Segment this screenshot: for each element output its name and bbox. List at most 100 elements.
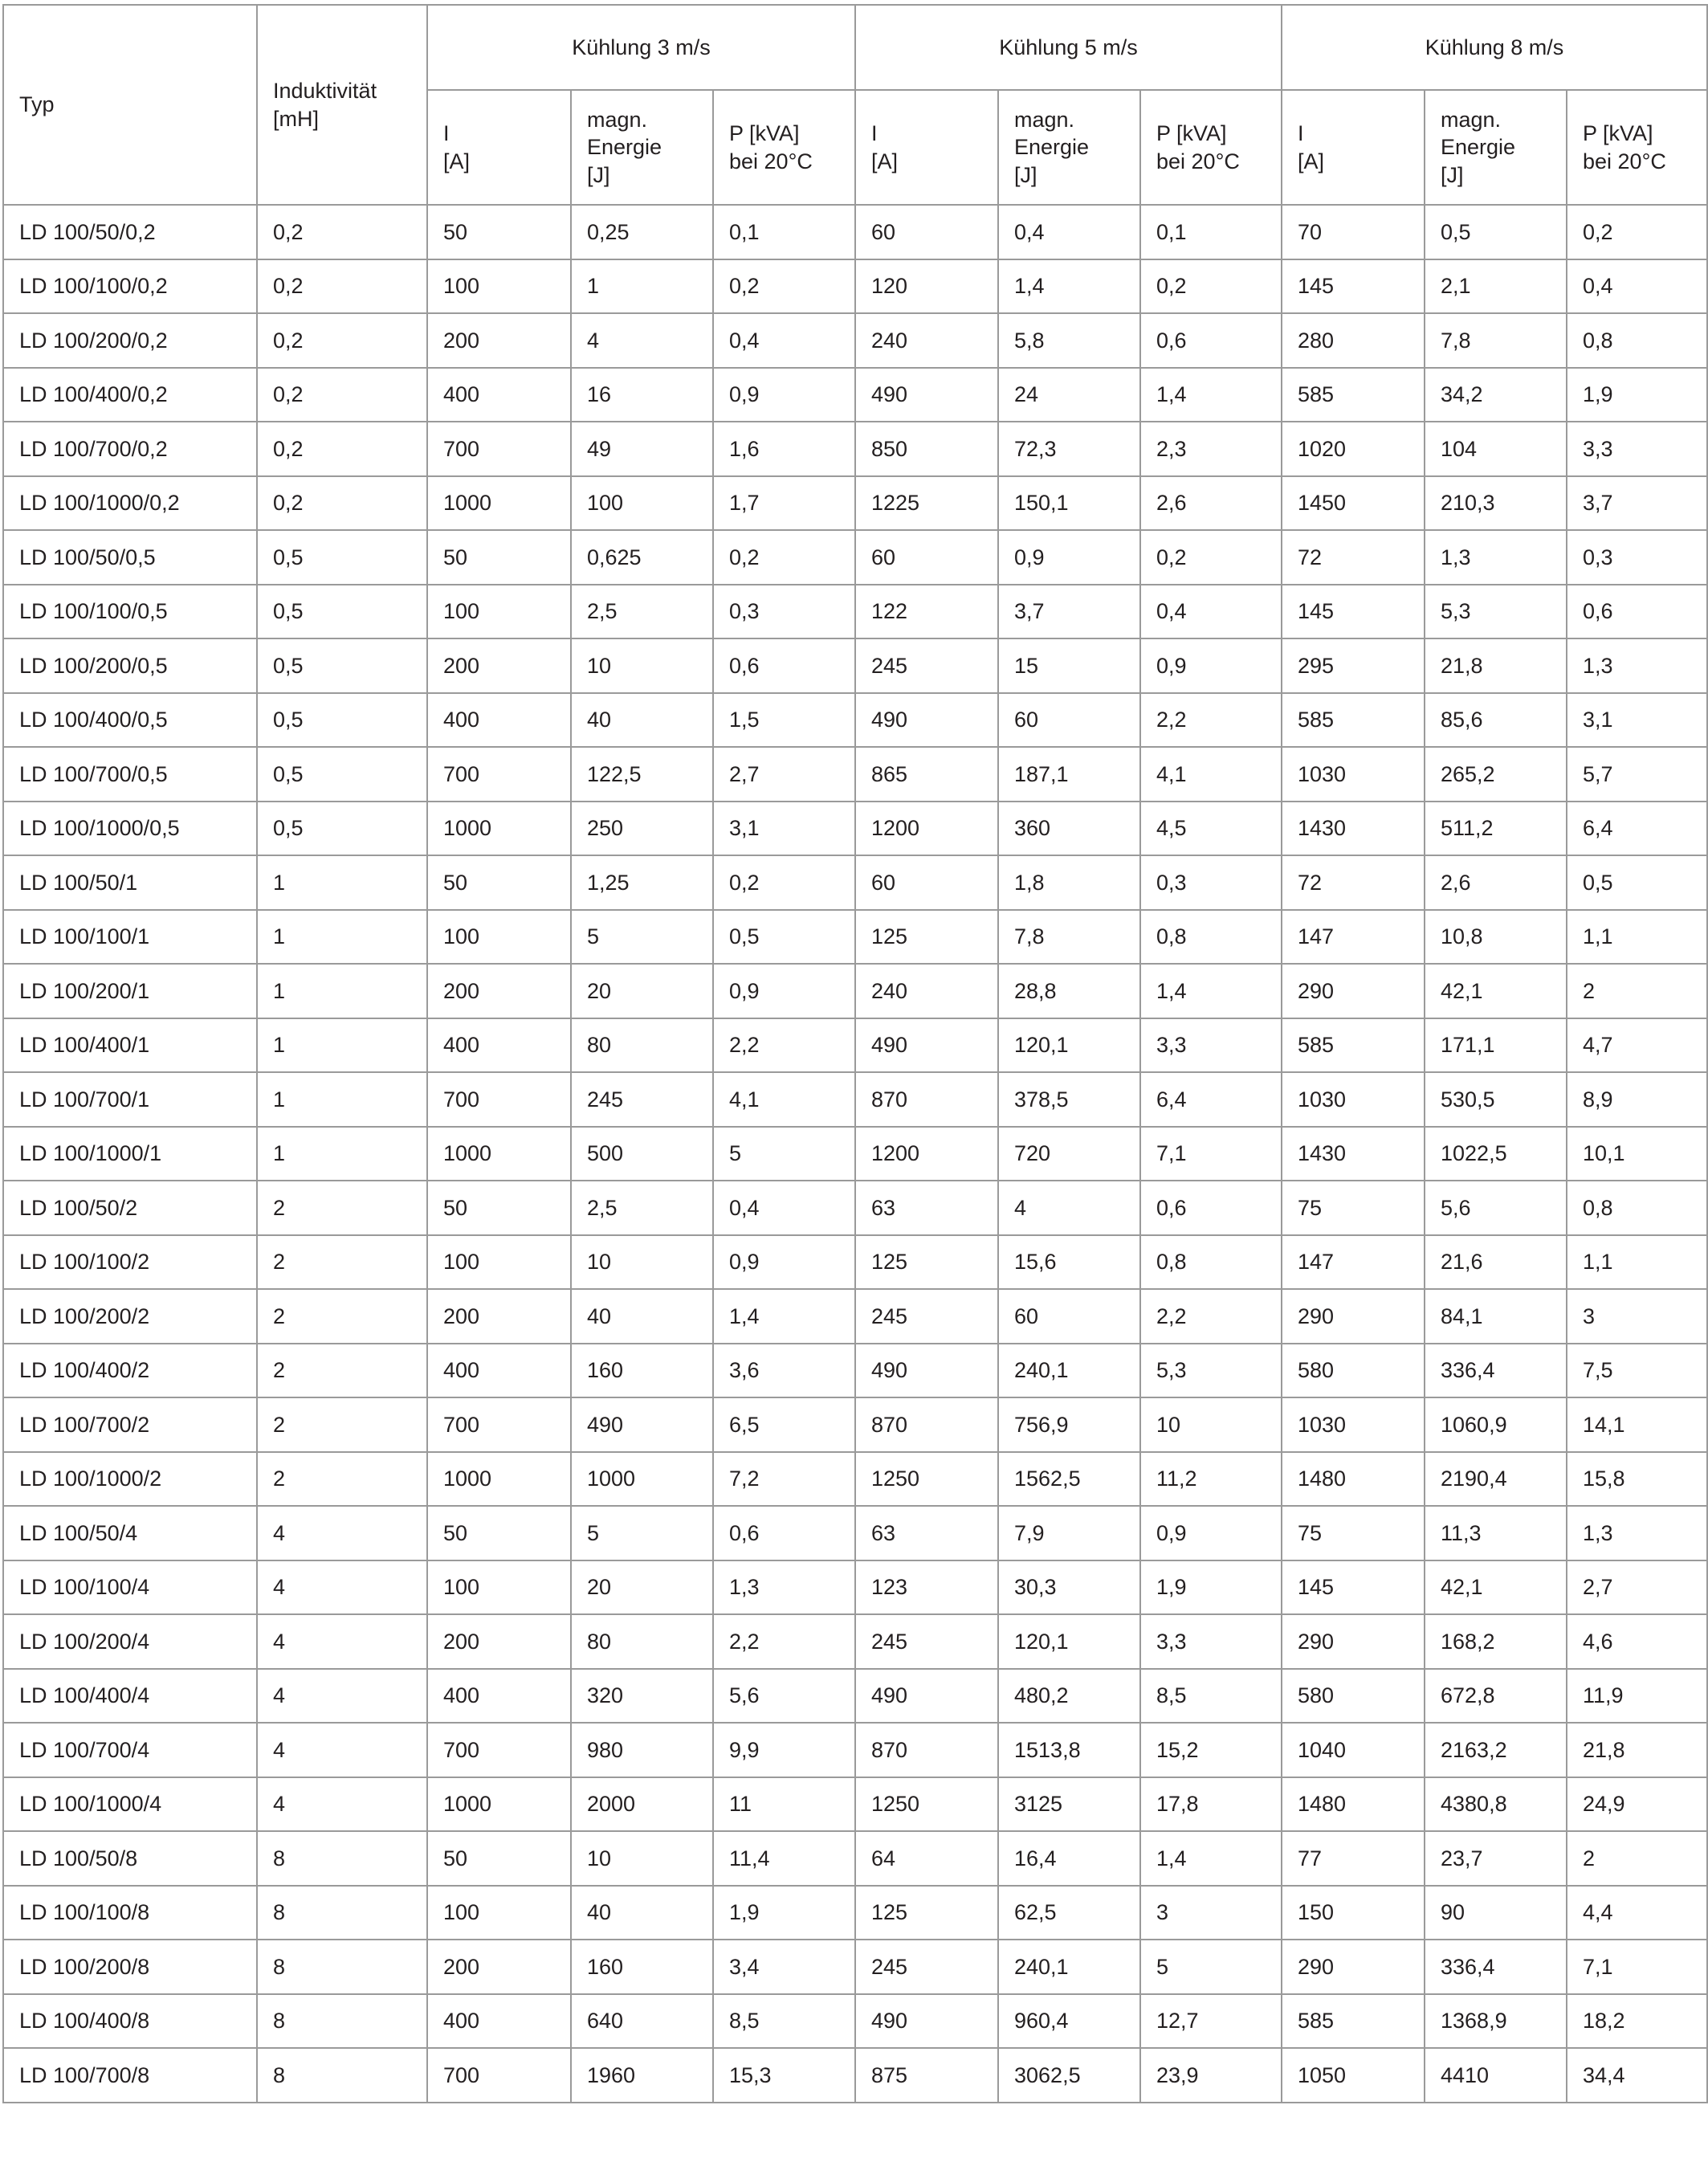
value-cell: 585 — [1281, 366, 1425, 422]
value-cell: 0,2 — [256, 475, 428, 531]
value-cell: 1,5 — [712, 691, 856, 748]
value-cell: 0,2 — [1139, 529, 1282, 585]
value-cell: 125 — [854, 908, 999, 965]
value-cell: 7,8 — [997, 908, 1141, 965]
value-cell: 0,5 — [256, 529, 428, 585]
value-cell: 0,1 — [712, 204, 856, 260]
value-cell: 1480 — [1281, 1450, 1425, 1507]
group-header: Kühlung 8 m/s — [1281, 4, 1708, 91]
value-cell: 145 — [1281, 258, 1425, 314]
value-cell: 62,5 — [997, 1884, 1141, 1940]
value-cell: 0,3 — [1566, 529, 1708, 585]
value-cell: 3,6 — [712, 1342, 856, 1398]
value-cell: 530,5 — [1424, 1071, 1567, 1128]
value-cell: 5,6 — [1424, 1180, 1567, 1236]
table-row: LD 100/700/1 1 700 245 4,1 870 378,5 6,4 1030 530… — [2, 1071, 1708, 1128]
value-cell: 490 — [854, 366, 999, 422]
table-row: LD 100/400/8 8 400 640 8,5 490 960,4 12,7 585 136… — [2, 1993, 1708, 2049]
value-cell: 1060,9 — [1424, 1397, 1567, 1453]
value-cell: 1 — [256, 963, 428, 1019]
value-cell: 60 — [854, 204, 999, 260]
value-cell: 120,1 — [997, 1613, 1141, 1670]
value-cell: 50 — [426, 204, 572, 260]
type-cell: LD 100/50/4 — [2, 1505, 258, 1561]
value-cell: 34,2 — [1424, 366, 1567, 422]
table-row: LD 100/400/4 4 400 320 5,6 490 480,2 8,5 580 672,… — [2, 1667, 1708, 1724]
value-cell: 10,8 — [1424, 908, 1567, 965]
value-cell: 1430 — [1281, 1125, 1425, 1181]
value-cell: 8 — [256, 1830, 428, 1887]
value-cell: 1030 — [1281, 746, 1425, 802]
value-cell: 2 — [256, 1397, 428, 1453]
table-row: LD 100/50/0,5 0,5 50 0,625 0,2 60 0,9 0,2 72 1,3 0… — [2, 529, 1708, 585]
value-cell: 12,7 — [1139, 1993, 1282, 2049]
type-cell: LD 100/1000/1 — [2, 1125, 258, 1181]
value-cell: 1,3 — [712, 1559, 856, 1615]
value-cell: 171,1 — [1424, 1017, 1567, 1073]
value-cell: 2 — [256, 1342, 428, 1398]
value-cell: 2,2 — [1139, 691, 1282, 748]
type-cell: LD 100/50/0,5 — [2, 529, 258, 585]
type-cell: LD 100/100/1 — [2, 908, 258, 965]
value-cell: 187,1 — [997, 746, 1141, 802]
value-cell: 3,3 — [1139, 1613, 1282, 1670]
value-cell: 4 — [256, 1559, 428, 1615]
value-cell: 700 — [426, 1071, 572, 1128]
value-cell: 150 — [1281, 1884, 1425, 1940]
value-cell: 1,4 — [1139, 963, 1282, 1019]
value-cell: 100 — [426, 1559, 572, 1615]
value-cell: 490 — [854, 691, 999, 748]
value-cell: 80 — [570, 1017, 714, 1073]
value-cell: 145 — [1281, 1559, 1425, 1615]
value-cell: 28,8 — [997, 963, 1141, 1019]
value-cell: 1 — [256, 1017, 428, 1073]
value-cell: 4,1 — [1139, 746, 1282, 802]
table-row: LD 100/400/2 2 400 160 3,6 490 240,1 5,3 580 336,… — [2, 1342, 1708, 1398]
value-cell: 2,6 — [1424, 855, 1567, 911]
value-cell: 40 — [570, 1288, 714, 1344]
value-cell: 50 — [426, 1180, 572, 1236]
value-cell: 500 — [570, 1125, 714, 1181]
value-cell: 6,5 — [712, 1397, 856, 1453]
value-cell: 10,1 — [1566, 1125, 1708, 1181]
value-cell: 4380,8 — [1424, 1776, 1567, 1832]
value-cell: 875 — [854, 2047, 999, 2103]
value-cell: 4 — [570, 312, 714, 369]
group-header: Kühlung 5 m/s — [854, 4, 1282, 91]
value-cell: 0,5 — [712, 908, 856, 965]
type-cell: LD 100/200/8 — [2, 1939, 258, 1995]
type-cell: LD 100/700/4 — [2, 1722, 258, 1778]
value-cell: 1,6 — [712, 421, 856, 477]
type-cell: LD 100/400/0,5 — [2, 691, 258, 748]
value-cell: 15,6 — [997, 1234, 1141, 1290]
value-cell: 4 — [256, 1667, 428, 1724]
value-cell: 21,8 — [1566, 1722, 1708, 1778]
value-cell: 0,2 — [256, 204, 428, 260]
value-cell: 84,1 — [1424, 1288, 1567, 1344]
value-cell: 3 — [1566, 1288, 1708, 1344]
value-cell: 3,1 — [1566, 691, 1708, 748]
value-cell: 20 — [570, 1559, 714, 1615]
value-cell: 5 — [570, 1505, 714, 1561]
value-cell: 3062,5 — [997, 2047, 1141, 2103]
table-row: LD 100/200/2 2 200 40 1,4 245 60 2,2 290 84,1 3 — [2, 1288, 1708, 1344]
value-cell: 245 — [854, 1939, 999, 1995]
table-header: Typ Induktivität [mH] Kühlung 3 m/s Kühlung… — [2, 4, 1708, 206]
subheader-cell: I [A] — [854, 89, 999, 206]
value-cell: 490 — [854, 1017, 999, 1073]
type-cell: LD 100/50/0,2 — [2, 204, 258, 260]
value-cell: 64 — [854, 1830, 999, 1887]
type-cell: LD 100/50/1 — [2, 855, 258, 911]
table-body: LD 100/50/0,2 0,2 50 0,25 0,1 60 0,4 0,1 70 0,5 0,… — [2, 204, 1708, 2103]
value-cell: 250 — [570, 800, 714, 856]
type-cell: LD 100/200/4 — [2, 1613, 258, 1670]
type-cell: LD 100/100/2 — [2, 1234, 258, 1290]
value-cell: 0,5 — [256, 638, 428, 694]
value-cell: 14,1 — [1566, 1397, 1708, 1453]
value-cell: 1,9 — [712, 1884, 856, 1940]
value-cell: 0,2 — [256, 312, 428, 369]
value-cell: 72 — [1281, 529, 1425, 585]
value-cell: 2 — [256, 1234, 428, 1290]
value-cell: 0,625 — [570, 529, 714, 585]
value-cell: 2,6 — [1139, 475, 1282, 531]
